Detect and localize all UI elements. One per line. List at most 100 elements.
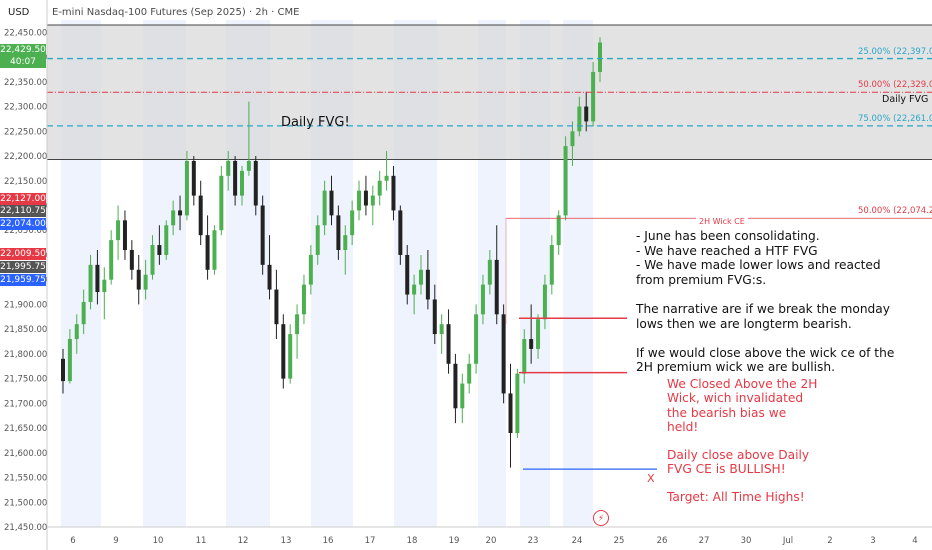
candle-body (343, 235, 348, 251)
candle-body (412, 284, 417, 295)
candle-body (109, 240, 114, 280)
price-badge: 22,110.75 (0, 205, 46, 217)
annotation-lines (47, 57, 932, 470)
candle-body (143, 274, 148, 290)
daily-close-note: Daily close above Daily FVG CE is BULLIS… (667, 448, 810, 477)
candle-body (570, 131, 575, 147)
y-tick-label: 21,700.00 (4, 399, 47, 409)
candle-body (301, 284, 306, 315)
candle-body (212, 230, 217, 270)
candle-body (61, 358, 65, 382)
candle-body (205, 235, 210, 270)
x-tick-label: 27 (699, 536, 710, 546)
x-tick-label: 16 (323, 536, 334, 546)
fib-level-25: 25.00% (22,397.00) (858, 46, 932, 57)
candle-body (281, 324, 286, 379)
candle-body (219, 175, 224, 231)
y-tick-label: 21,600.00 (4, 449, 47, 459)
x-tick-label: 18 (407, 536, 418, 546)
x-tick-label: 12 (238, 536, 249, 546)
y-tick-label: 21,850.00 (4, 325, 47, 335)
x-tick-label: 3 (870, 536, 875, 546)
x-tick-label: 10 (153, 536, 164, 546)
candle-body (446, 324, 451, 364)
candle-body (467, 363, 472, 384)
candle-body (432, 299, 437, 335)
candle-body (129, 250, 134, 270)
candle-body (460, 383, 465, 409)
candles (61, 37, 602, 468)
candle-body (171, 210, 176, 226)
candle-body (102, 279, 107, 293)
y-tick-label: 22,450.00 (4, 28, 47, 38)
x-tick-label: 19 (449, 536, 460, 546)
fib-level-50: 50.00% (22,329.00) (858, 80, 932, 91)
y-tick-label: 21,500.00 (4, 498, 47, 508)
price-badge: 21,959.75 (0, 274, 46, 286)
y-tick-label: 22,200.00 (4, 152, 47, 162)
currency-label: USD (8, 7, 30, 18)
x-tick-label: 4 (912, 536, 917, 546)
candle-body (81, 301, 86, 325)
candle-body (322, 190, 327, 226)
candle-body (515, 373, 520, 434)
candle-body (233, 160, 238, 196)
x-tick-label: 24 (572, 536, 583, 546)
price-badge: 21,995.75 (0, 261, 46, 273)
candle-body (591, 71, 596, 122)
candle-body (529, 339, 534, 349)
y-tick-label: 21,450.00 (4, 523, 47, 533)
x-tick-label: 23 (528, 536, 539, 546)
candle-body (329, 190, 334, 216)
candle-body (191, 160, 196, 196)
lightning-icon[interactable]: ⚡ (593, 510, 609, 526)
y-tick-label: 22,300.00 (4, 103, 47, 113)
y-axis[interactable]: 21,450.00 21,500.00 21,550.00 21,600.00 21,6… (4, 0, 48, 550)
candle-body (474, 314, 479, 364)
x-tick-label: 20 (486, 536, 497, 546)
candle-body (74, 324, 79, 340)
candle-body (67, 339, 72, 382)
price-badge: 22,074.00 (0, 218, 46, 230)
candle-body (136, 269, 141, 290)
candle-body (336, 215, 341, 251)
candle-body (350, 210, 355, 236)
y-tick-label: 21,550.00 (4, 474, 47, 484)
candle-body (398, 210, 403, 255)
candle-body (157, 245, 162, 255)
x-tick-label: 6 (70, 536, 75, 546)
x-tick-label: 9 (113, 536, 118, 546)
y-tick-label: 22,250.00 (4, 127, 47, 137)
x-axis[interactable]: 6 9 10 11 12 13 16 17 18 19 20 23 24 25 26 27 30 Jul 2 3 4 (47, 526, 932, 546)
x-tick-label: 26 (657, 536, 668, 546)
y-tick-label: 22,350.00 (4, 78, 47, 88)
candle-body (240, 170, 244, 196)
y-tick-label: 22,050.00 (4, 226, 47, 236)
candle-body (405, 254, 410, 295)
candle-body (384, 175, 389, 181)
candle-body (425, 269, 430, 300)
y-tick-label: 21,750.00 (4, 375, 47, 385)
candle-body (487, 259, 492, 285)
candle-body (598, 42, 602, 72)
candle-body (501, 314, 506, 394)
x-tick-label: Jul (782, 536, 793, 546)
candle-body (391, 175, 396, 211)
x-tick-label: 25 (614, 536, 625, 546)
candle-body (522, 339, 527, 374)
candle-body (357, 190, 362, 211)
y-tick-label: 21,800.00 (4, 350, 47, 360)
candle-body (563, 146, 568, 216)
candle-body (288, 334, 293, 379)
countdown-label: 40:07 (10, 57, 36, 67)
candle-body (370, 195, 375, 206)
narrative-note: - June has been consolidating. - We have… (636, 229, 895, 375)
candle-body (494, 259, 499, 315)
x-tick-label: 11 (196, 536, 207, 546)
candle-body (295, 314, 300, 335)
y-tick-label: 21,900.00 (4, 300, 47, 310)
candle-body (549, 245, 554, 285)
price-badge: 22,009.50 (0, 248, 46, 260)
chart-title: E-mini Nasdaq-100 Futures (Sep 2025) · 2… (52, 7, 300, 18)
